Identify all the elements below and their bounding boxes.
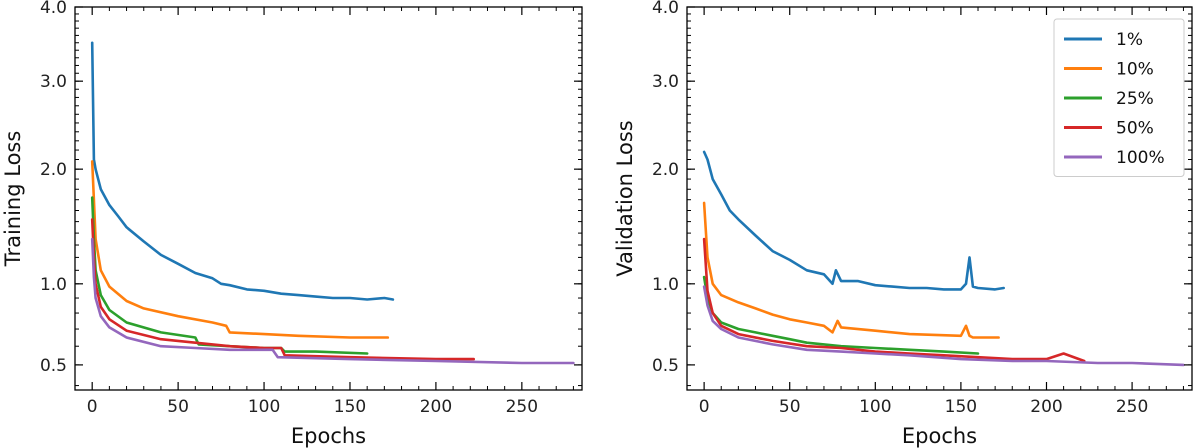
val-y-axis-label: Validation Loss [613,120,637,276]
val-legend-box [1053,18,1185,177]
val-x-tick-label: 250 [1116,397,1148,417]
val-x-tick-label: 150 [945,397,977,417]
val-y-tick-label: 1.0 [652,275,679,295]
train-x-axis-label: Epochs [291,424,366,448]
val-series-line-50pct [702,237,1086,363]
val-legend-label: 10% [1116,60,1154,80]
val-x-tick-label: 50 [779,397,801,417]
val-y-tick-label: 4.0 [652,0,679,18]
val-axes-frame [686,6,1193,391]
train-x-tick-label: 50 [167,397,189,417]
val-x-tick-label: 100 [859,397,891,417]
training-loss-panel: 0 50 100 150 200 250 0.5 1.0 2.0 3.0 4.0 Epochs Trai… [1,0,583,448]
train-series-line-1pct [90,41,395,301]
val-series-line-100pct [702,285,1185,367]
train-series-line-50pct [90,218,475,361]
validation-loss-panel: 0 50 100 150 200 250 0.5 1.0 2.0 3.0 4.0 Epochs Vali… [613,0,1193,448]
train-y-tick-label: 4.0 [40,0,67,18]
train-y-tick-label: 3.0 [40,72,67,92]
train-series-line-100pct [90,237,575,365]
val-legend-label: 25% [1116,89,1154,109]
val-legend-label: 50% [1116,119,1154,139]
train-series-group [90,41,575,365]
train-y-tick-label: 2.0 [40,160,67,180]
val-x-axis-label: Epochs [902,424,977,448]
val-x-tick-label: 0 [699,397,710,417]
train-x-tick-label: 0 [87,397,98,417]
train-x-tick-label: 250 [506,397,538,417]
val-y-tick-label: 3.0 [652,72,679,92]
train-x-tick-label: 200 [420,397,452,417]
val-x-tick-label: 200 [1030,397,1062,417]
val-series-group [702,150,1185,367]
val-legend: 1% 10% 25% 50% 100% [1053,18,1185,177]
train-y-tick-label: 1.0 [40,275,67,295]
train-y-axis-label: Training Loss [1,131,25,268]
train-x-tick-label: 100 [248,397,280,417]
val-series-line-1pct [702,150,1005,291]
train-series-line-10pct [90,160,390,339]
val-legend-label: 100% [1116,148,1165,168]
val-series-line-10pct [702,201,1000,339]
val-y-tick-label: 2.0 [652,160,679,180]
val-legend-label: 1% [1116,30,1143,50]
train-y-tick-label: 0.5 [40,356,67,376]
val-y-tick-label: 0.5 [652,356,679,376]
train-x-tick-label: 150 [334,397,366,417]
train-axes-frame [74,6,583,391]
